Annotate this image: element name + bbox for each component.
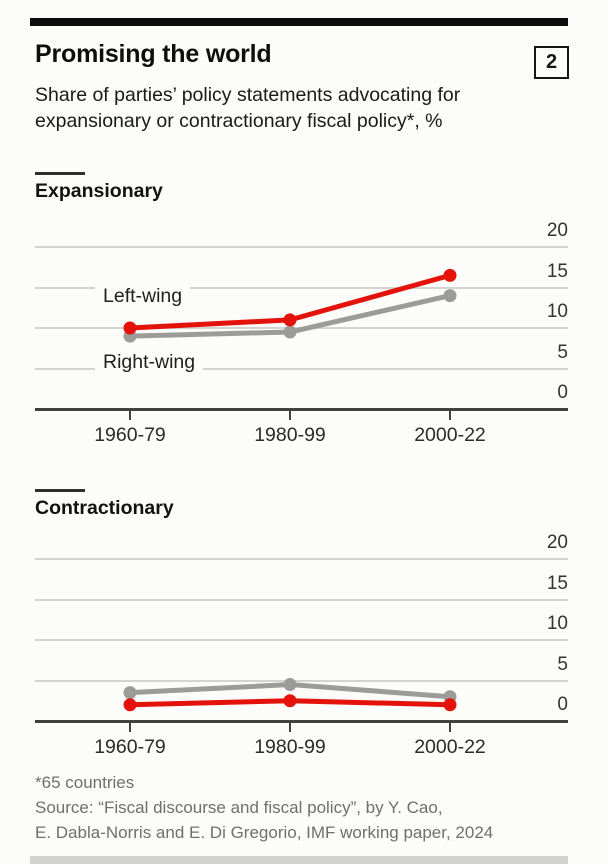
gridline-15 xyxy=(35,286,568,289)
gridline-20 xyxy=(35,246,568,248)
x-tick-label-1960-79: 1960-79 xyxy=(94,424,166,446)
x-tick xyxy=(449,721,451,732)
y-tick-label-0: 0 xyxy=(557,694,568,715)
footnote: *65 countries xyxy=(35,773,135,792)
panel-title: Contractionary xyxy=(35,497,174,519)
source-line-2: E. Dabla-Norris and E. Di Gregorio, IMF … xyxy=(35,823,494,842)
left-wing-data-point xyxy=(443,268,457,282)
left-wing-data-point xyxy=(443,698,457,712)
left-wing-data-point xyxy=(123,321,137,335)
x-tick xyxy=(129,409,131,420)
left-wing-series-label: Left-wing xyxy=(95,285,191,308)
right-wing-series-label: Right-wing xyxy=(95,351,204,374)
y-tick-label-10: 10 xyxy=(546,301,568,322)
figure-number-badge: 2 xyxy=(534,46,569,79)
x-tick xyxy=(289,721,291,732)
right-wing-data-point xyxy=(283,325,297,339)
gridline-10 xyxy=(35,639,568,641)
y-tick-label-10: 10 xyxy=(546,613,568,634)
gridline-15 xyxy=(35,598,568,601)
gridline-20 xyxy=(35,558,568,560)
top-accent-bar xyxy=(30,18,568,26)
right-wing-data-point xyxy=(443,289,457,303)
gridline-5 xyxy=(35,367,568,370)
y-tick-label-20: 20 xyxy=(546,532,568,553)
left-wing-data-point xyxy=(283,313,297,327)
y-tick-label-5: 5 xyxy=(557,341,568,363)
x-tick-label-2000-22: 2000-22 xyxy=(414,424,486,446)
expansionary-panel: Expansionary 20 15 10 5 0 1960-79 1980-99 2000-… xyxy=(0,160,608,450)
contractionary-panel: Contractionary 20 15 10 5 0 1960-79 1980-99 200… xyxy=(0,472,608,762)
left-wing-data-point xyxy=(283,694,297,708)
subtitle-line-1: Share of parties’ policy statements advo… xyxy=(35,84,461,106)
x-tick-label-1980-99: 1980-99 xyxy=(254,424,326,446)
y-tick-label-20: 20 xyxy=(546,220,568,241)
right-wing-data-point xyxy=(283,678,297,692)
y-tick-label-0: 0 xyxy=(557,382,568,403)
right-wing-data-point xyxy=(123,686,137,700)
panel-header-tick xyxy=(35,489,85,492)
expansionary-lines xyxy=(123,268,457,343)
source-note: Source: “Fiscal discourse and fiscal pol… xyxy=(35,795,493,845)
panel-header-tick xyxy=(35,172,85,175)
source-line-1: Source: “Fiscal discourse and fiscal pol… xyxy=(35,798,443,817)
x-tick-label-2000-22: 2000-22 xyxy=(414,736,486,758)
chart-subtitle: Share of parties’ policy statements advo… xyxy=(35,82,460,134)
x-tick-label-1980-99: 1980-99 xyxy=(254,736,326,758)
bottom-crop-bar xyxy=(30,856,568,864)
x-axis-baseline xyxy=(35,408,568,411)
x-tick xyxy=(449,409,451,420)
y-tick-label-5: 5 xyxy=(557,653,568,675)
x-tick xyxy=(129,721,131,732)
figure-number: 2 xyxy=(545,51,558,73)
x-tick xyxy=(289,409,291,420)
left-wing-data-point xyxy=(123,698,137,712)
y-tick-label-15: 15 xyxy=(546,572,568,594)
contractionary-lines xyxy=(123,678,457,712)
subtitle-line-2: expansionary or contractionary fiscal po… xyxy=(35,110,443,132)
x-axis-baseline xyxy=(35,720,568,723)
x-tick-label-1960-79: 1960-79 xyxy=(94,736,166,758)
y-tick-label-15: 15 xyxy=(546,260,568,282)
page-title: Promising the world xyxy=(35,40,272,68)
gridline-5 xyxy=(35,679,568,682)
panel-title: Expansionary xyxy=(35,180,163,202)
